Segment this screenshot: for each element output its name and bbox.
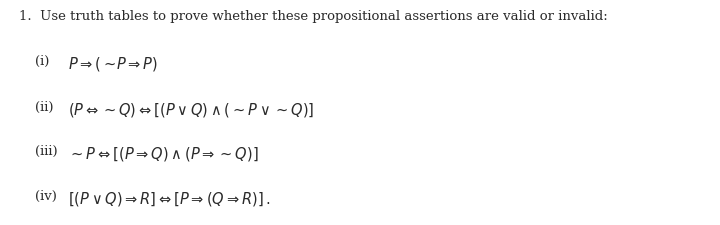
- Text: $[(P \vee Q) \Rightarrow R] \Leftrightarrow [P \Rightarrow (Q \Rightarrow R)]\,.: $[(P \vee Q) \Rightarrow R] \Leftrightar…: [68, 189, 271, 207]
- Text: (iii): (iii): [35, 144, 57, 157]
- Text: 1.  Use truth tables to prove whether these propositional assertions are valid o: 1. Use truth tables to prove whether the…: [19, 10, 608, 23]
- Text: (i): (i): [35, 55, 49, 68]
- Text: ${\sim}P \Leftrightarrow [(P \Rightarrow Q) \wedge (P \Rightarrow {\sim}Q)]$: ${\sim}P \Leftrightarrow [(P \Rightarrow…: [68, 144, 259, 162]
- Text: (ii): (ii): [35, 100, 53, 113]
- Text: $(P \Leftrightarrow {\sim}Q) \Leftrightarrow [(P \vee Q) \wedge ({\sim}P \vee {\: $(P \Leftrightarrow {\sim}Q) \Leftrighta…: [68, 100, 315, 118]
- Text: $P \Rightarrow (\sim\! P \Rightarrow P)$: $P \Rightarrow (\sim\! P \Rightarrow P)$: [68, 55, 158, 73]
- Text: (iv): (iv): [35, 189, 56, 202]
